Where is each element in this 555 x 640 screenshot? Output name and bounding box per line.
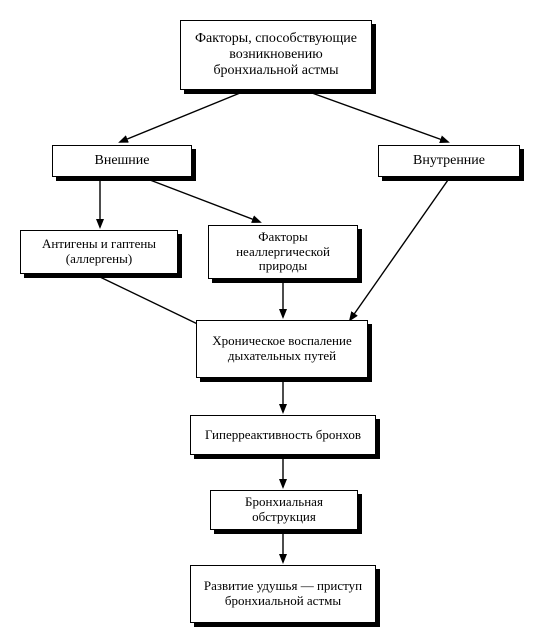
node-label-chronic: Хроническое воспаление дыхательных путей [203, 334, 361, 364]
node-label-nonallerg: Факторы неаллергической природы [215, 230, 351, 275]
node-attack: Развитие удушья — приступ бронхиальной а… [190, 565, 376, 623]
node-internal: Внутренние [378, 145, 520, 177]
node-label-antigens: Антигены и гаптены (аллергены) [27, 237, 171, 267]
node-label-root: Факторы, способствующие возникновению бр… [187, 31, 365, 79]
node-root: Факторы, способствующие возникновению бр… [180, 20, 372, 90]
node-nonallerg: Факторы неаллергической природы [208, 225, 358, 279]
node-label-obstr: Бронхиальная обструкция [217, 495, 351, 525]
node-label-attack: Развитие удушья — приступ бронхиальной а… [197, 579, 369, 609]
node-label-hyper: Гиперреактивность бронхов [205, 428, 361, 443]
node-label-internal: Внутренние [413, 153, 485, 169]
edge-external-to-nonallerg [150, 180, 260, 222]
edge-internal-to-chronic [350, 180, 448, 320]
node-chronic: Хроническое воспаление дыхательных путей [196, 320, 368, 378]
node-external: Внешние [52, 145, 192, 177]
edge-antigens-to-chronic [100, 277, 210, 330]
node-label-external: Внешние [94, 153, 149, 169]
node-hyper: Гиперреактивность бронхов [190, 415, 376, 455]
node-antigens: Антигены и гаптены (аллергены) [20, 230, 178, 274]
edge-root-to-internal [312, 93, 448, 142]
edge-root-to-external [120, 93, 240, 142]
flowchart-canvas: Факторы, способствующие возникновению бр… [0, 0, 555, 640]
node-obstr: Бронхиальная обструкция [210, 490, 358, 530]
